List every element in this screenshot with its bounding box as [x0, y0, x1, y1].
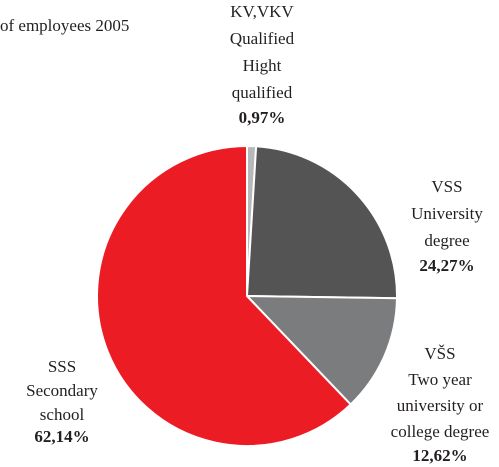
slice-description: college degree	[391, 422, 490, 441]
slice-description: school	[40, 405, 85, 424]
slice-description: Qualified	[230, 29, 295, 48]
slice-label: KV,VKV	[230, 2, 294, 21]
slice-description: qualified	[232, 83, 293, 102]
slice-value-label: 62,14%	[34, 427, 89, 446]
pie-slice	[244, 294, 398, 406]
slice-description: Hight	[243, 56, 282, 75]
slice-description: University	[411, 204, 483, 223]
pie-slice	[96, 144, 353, 447]
slice-label: SSS	[48, 357, 76, 376]
slice-value-label: 0,97%	[239, 108, 286, 127]
slice-value-label: 24,27%	[419, 256, 474, 275]
slice-description: Secondary	[26, 381, 98, 400]
chart-subtitle: of employees 2005	[0, 16, 129, 35]
slice-label: VŠS	[424, 344, 455, 363]
slice-description: degree	[424, 231, 469, 250]
pie-slice	[245, 145, 398, 300]
slice-description: Two year	[408, 370, 472, 389]
slice-description: university or	[397, 396, 484, 415]
slice-label: VSS	[431, 177, 462, 196]
slice-value-label: 12,62%	[412, 446, 467, 465]
